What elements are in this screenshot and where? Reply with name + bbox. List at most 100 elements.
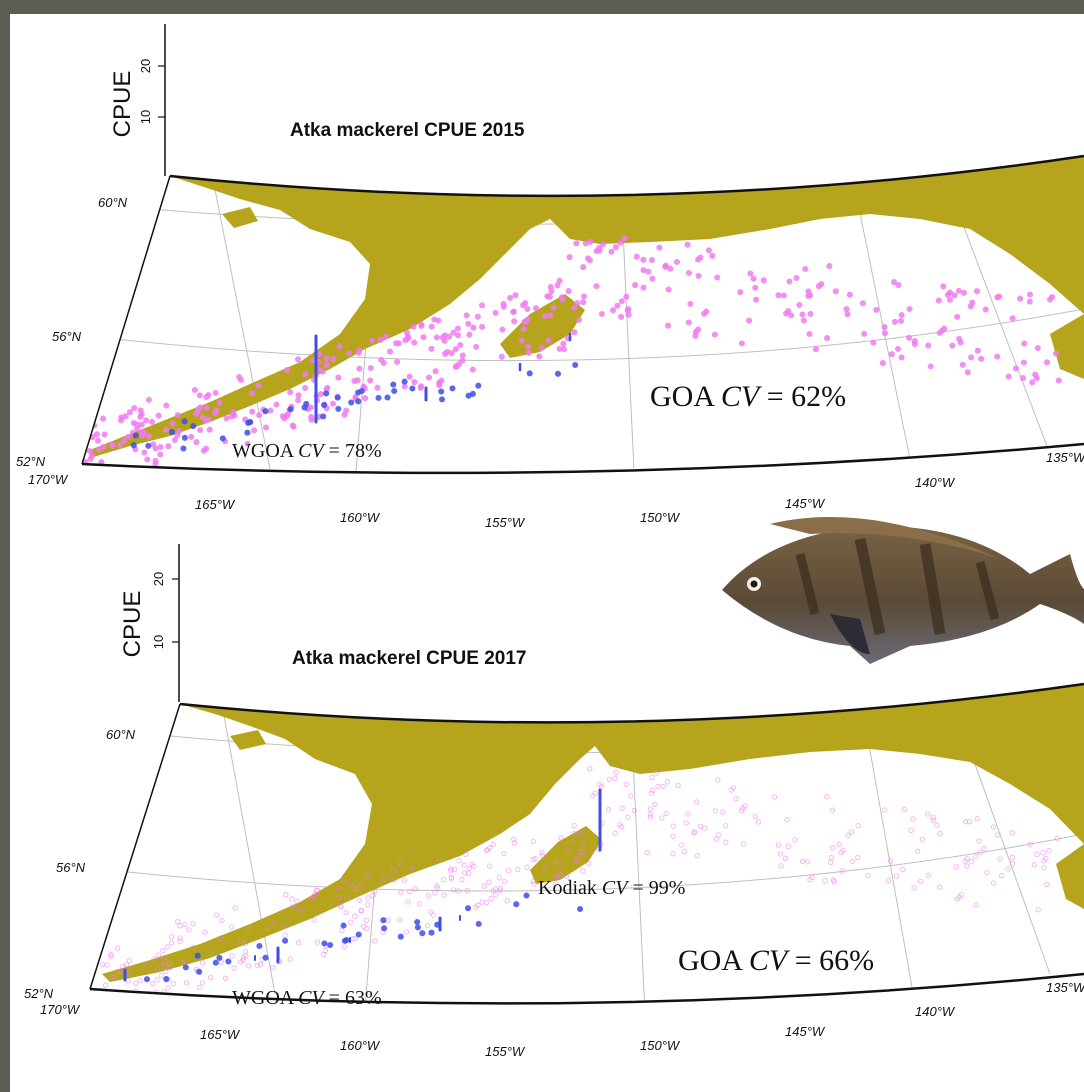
survey-station: [270, 964, 276, 971]
survey-station: [586, 257, 593, 264]
survey-station: [475, 920, 482, 927]
survey-station: [830, 845, 836, 851]
survey-station: [498, 353, 505, 360]
survey-station: [183, 958, 189, 965]
survey-station: [681, 848, 688, 855]
survey-station: [428, 323, 435, 330]
survey-station: [739, 808, 745, 814]
lat-label-60: 60°N: [106, 727, 136, 742]
survey-station: [163, 402, 170, 409]
survey-station: [598, 784, 605, 790]
survey-station: [448, 868, 454, 874]
survey-station: [114, 968, 121, 975]
lat-label-56: 56°N: [52, 329, 82, 344]
survey-station: [349, 882, 355, 888]
survey-station: [953, 864, 959, 870]
survey-station: [693, 799, 700, 805]
survey-station: [133, 980, 139, 986]
survey-station: [157, 451, 164, 458]
survey-station: [123, 962, 130, 968]
survey-station: [612, 244, 619, 251]
survey-station: [897, 317, 905, 325]
survey-station: [960, 289, 967, 296]
survey-station: [618, 313, 625, 320]
survey-station: [213, 912, 220, 918]
survey-station: [134, 425, 141, 432]
survey-station: [469, 390, 476, 397]
survey-stations: [82, 235, 1062, 487]
survey-station: [969, 299, 976, 306]
survey-station: [647, 811, 653, 817]
survey-station: [618, 298, 625, 305]
survey-station: [805, 292, 812, 300]
survey-station: [550, 304, 557, 311]
survey-station: [199, 960, 206, 966]
survey-station: [782, 855, 789, 862]
survey-station: [108, 951, 114, 958]
survey-station: [289, 422, 296, 429]
survey-station: [1009, 830, 1016, 836]
survey-station: [619, 823, 625, 830]
cpue-tick-20: 20: [151, 572, 166, 586]
survey-station: [703, 308, 710, 315]
survey-station: [927, 363, 934, 370]
survey-station: [554, 873, 560, 880]
survey-station: [496, 875, 502, 881]
survey-station: [474, 313, 481, 320]
survey-station: [831, 878, 837, 885]
survey-station: [282, 937, 289, 944]
lon-label-155: 155°W: [485, 1044, 526, 1059]
survey-station: [240, 957, 246, 964]
survey-station: [481, 883, 487, 889]
survey-station: [362, 395, 369, 402]
survey-station: [342, 878, 348, 884]
survey-station: [327, 941, 334, 949]
survey-station: [812, 346, 820, 353]
survey-station: [513, 901, 520, 908]
survey-station: [1009, 315, 1016, 322]
survey-station: [802, 265, 809, 273]
survey-station: [1035, 907, 1041, 913]
survey-station: [137, 977, 144, 984]
survey-station: [126, 968, 132, 974]
survey-station: [521, 318, 528, 325]
survey-station: [963, 819, 969, 825]
survey-station: [940, 283, 947, 290]
survey-station: [955, 287, 962, 294]
survey-station: [162, 426, 169, 433]
survey-station: [320, 951, 327, 958]
survey-station: [554, 282, 561, 289]
survey-station: [366, 872, 372, 878]
survey-station: [84, 482, 89, 487]
survey-station: [367, 377, 374, 384]
survey-station: [96, 446, 103, 453]
survey-station: [114, 945, 121, 951]
survey-station: [190, 921, 196, 927]
survey-station: [100, 415, 107, 422]
survey-station: [936, 884, 943, 890]
land: [102, 684, 1084, 982]
survey-station: [341, 937, 348, 944]
lon-label-160: 160°W: [340, 510, 381, 525]
survey-station: [747, 270, 754, 277]
survey-station: [151, 956, 157, 962]
survey-station: [906, 334, 913, 341]
survey-station: [363, 926, 370, 932]
survey-station: [649, 774, 655, 781]
survey-station: [441, 332, 448, 339]
survey-station: [911, 341, 918, 348]
survey-station: [377, 336, 384, 343]
survey-station: [1033, 375, 1040, 382]
survey-station: [356, 897, 363, 904]
survey-station: [560, 340, 567, 347]
survey-station: [462, 870, 468, 876]
lon-label-170: 170°W: [28, 472, 69, 487]
survey-station: [438, 388, 445, 395]
survey-station: [685, 811, 691, 817]
survey-station: [440, 876, 447, 883]
survey-station: [785, 308, 792, 315]
survey-station: [695, 326, 702, 333]
survey-station: [380, 359, 387, 367]
survey-station: [155, 952, 162, 958]
survey-station: [619, 805, 625, 811]
